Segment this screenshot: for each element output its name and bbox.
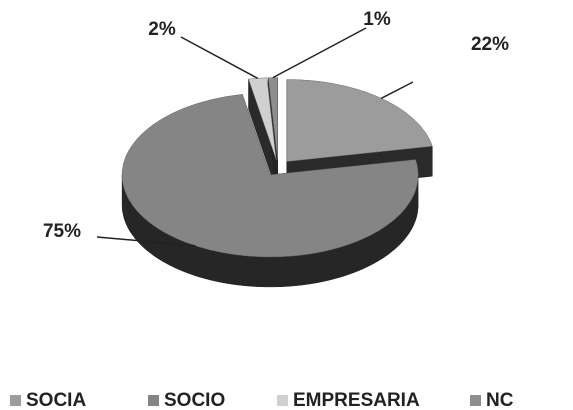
leader-line (380, 81, 414, 100)
slice-top (121, 94, 419, 258)
pie-tops (121, 77, 433, 258)
legend-swatch (277, 395, 288, 406)
legend-label: NC (486, 390, 514, 410)
leader-line (96, 236, 196, 247)
data-label: 2% (148, 19, 176, 40)
legend-swatch (470, 395, 481, 406)
leader-line (180, 36, 259, 79)
legend-swatch (10, 395, 21, 406)
data-label: 1% (363, 9, 391, 30)
legend-label: SOCIA (26, 390, 86, 410)
legend-label: EMPRESARIA (293, 390, 420, 410)
data-label: 22% (471, 34, 509, 55)
legend-swatch (148, 395, 159, 406)
data-label: 75% (43, 221, 81, 242)
legend-label: SOCIO (164, 390, 225, 410)
leader-line (272, 27, 367, 79)
